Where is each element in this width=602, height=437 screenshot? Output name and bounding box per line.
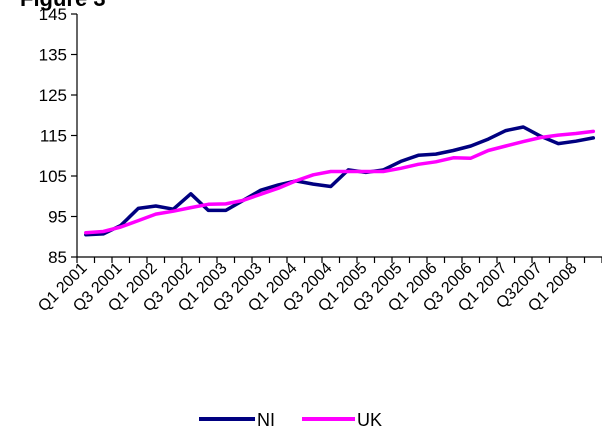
plot-area (84, 125, 596, 237)
y-tick-label: 135 (39, 46, 67, 65)
y-tick-label: 105 (39, 167, 67, 186)
series-line-uk (84, 129, 596, 235)
legend-label-ni: NI (257, 410, 275, 430)
legend-label-uk: UK (357, 410, 382, 430)
y-tick-label: 115 (40, 127, 67, 146)
chart-title: Figure 3 (20, 0, 106, 11)
y-tick-label: 95 (48, 208, 67, 227)
legend: NI UK (199, 410, 382, 430)
y-tick-label: 85 (48, 248, 67, 267)
series-line-ni (84, 125, 596, 237)
y-tick-label: 145 (39, 5, 67, 24)
y-tick-label: 125 (39, 86, 67, 105)
